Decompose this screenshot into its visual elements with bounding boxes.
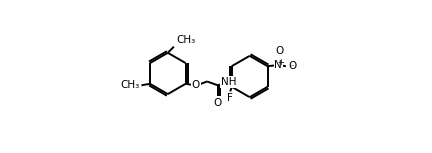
Text: F: F — [227, 93, 233, 103]
Text: N: N — [274, 60, 282, 70]
Text: O: O — [288, 61, 296, 71]
Text: NH: NH — [221, 77, 236, 87]
Text: O: O — [191, 80, 200, 90]
Text: O: O — [213, 98, 221, 108]
Text: +: + — [277, 58, 284, 67]
Text: ⁻: ⁻ — [289, 63, 294, 72]
Text: CH₃: CH₃ — [176, 35, 195, 45]
Text: CH₃: CH₃ — [121, 80, 140, 90]
Text: O: O — [275, 46, 283, 56]
